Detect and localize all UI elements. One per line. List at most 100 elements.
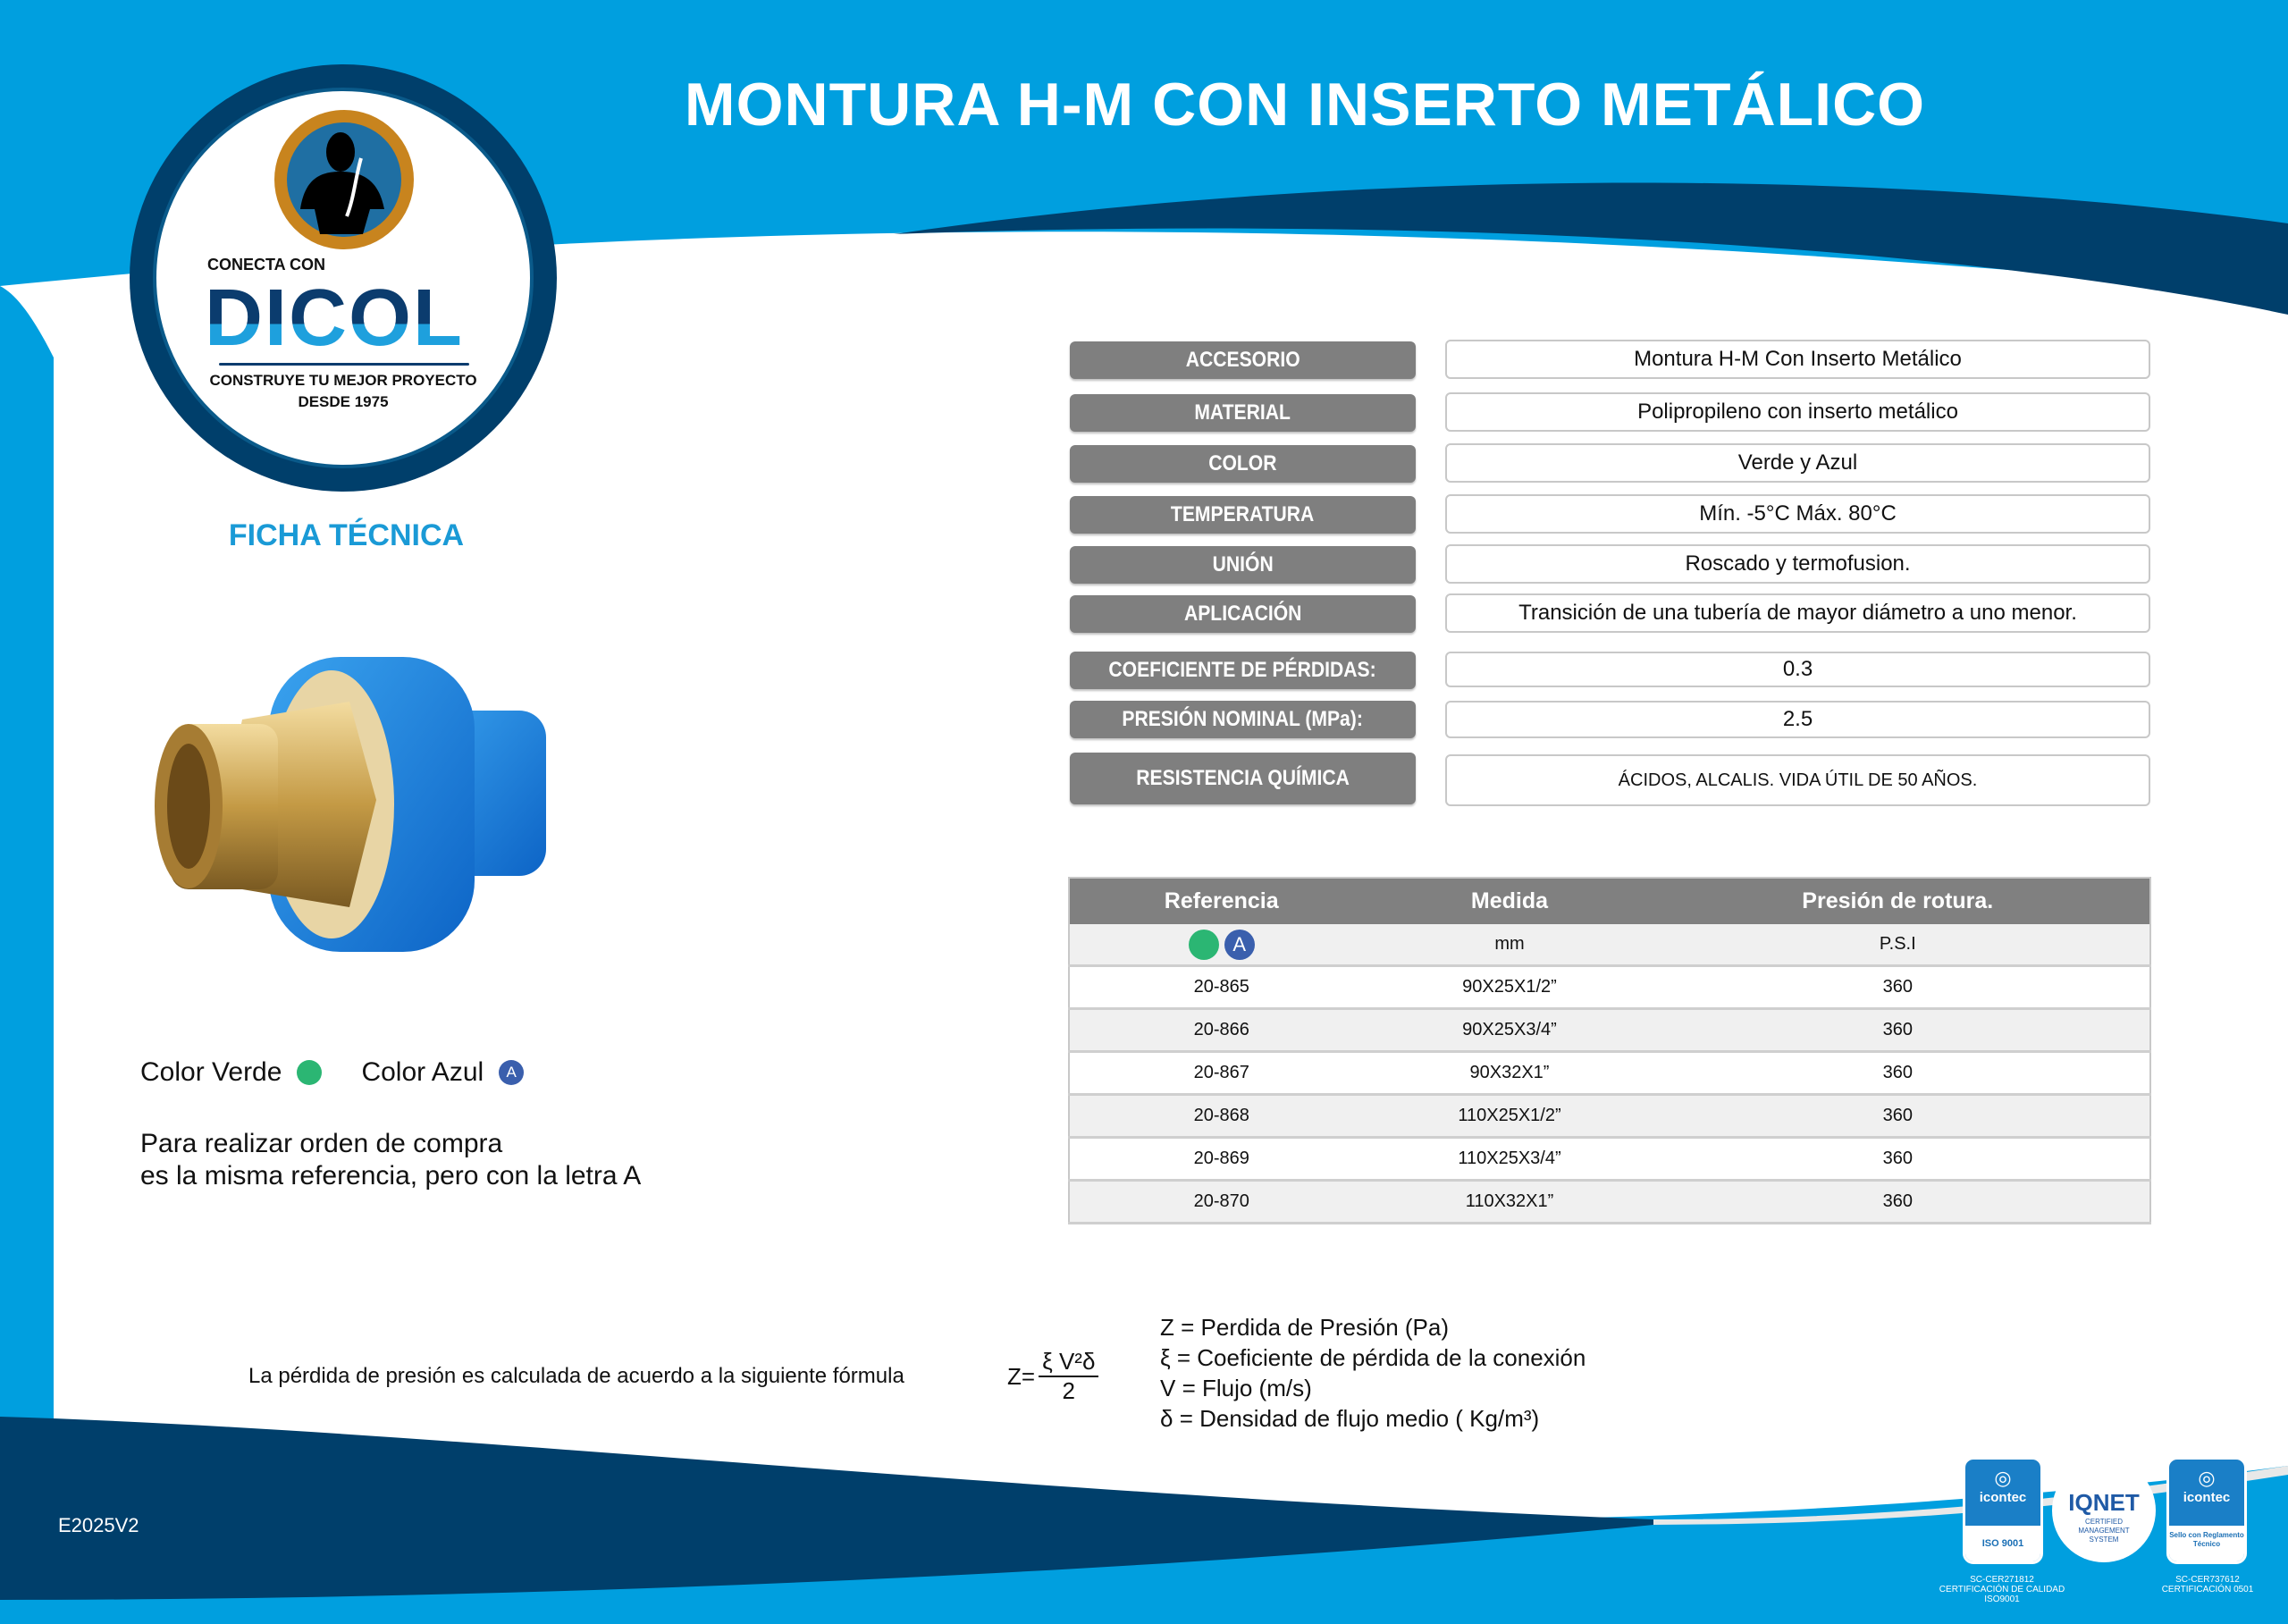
cell-presion: 360 bbox=[1645, 965, 2150, 1010]
green-dot-icon bbox=[297, 1060, 323, 1085]
section-title: FICHA TÉCNICA bbox=[228, 518, 465, 552]
formula: Z= ξ V²δ 2 bbox=[1007, 1348, 1099, 1405]
spec-label-text: ACCESORIO bbox=[1185, 348, 1300, 372]
caption-line: ISO9001 bbox=[1984, 1595, 2020, 1604]
spec-label-text: APLICACIÓN bbox=[1183, 602, 1302, 626]
spec-label-text: COEFICIENTE DE PÉRDIDAS: bbox=[1108, 658, 1377, 682]
spec-label-text: UNIÓN bbox=[1212, 552, 1274, 576]
header-presion: Presión de rotura. bbox=[1645, 878, 2150, 924]
spec-label-text: RESISTENCIA QUÍMICA bbox=[1136, 766, 1350, 790]
caption-line: SC-CER271812 bbox=[1970, 1575, 2034, 1585]
spec-label-coeficiente: COEFICIENTE DE PÉRDIDAS: bbox=[1070, 652, 1416, 689]
spec-label-text: COLOR bbox=[1208, 451, 1277, 475]
spec-label-union: UNIÓN bbox=[1070, 546, 1416, 584]
spec-value-resistencia: ÁCIDOS, ALCALIS. VIDA ÚTIL DE 50 AÑOS. bbox=[1445, 754, 2150, 806]
formula-denominator: 2 bbox=[1062, 1377, 1075, 1404]
logo-tagline-top: CONECTA CON bbox=[207, 256, 325, 273]
iqnet-badge: IQNET CERTIFIED MANAGEMENT SYSTEM bbox=[2052, 1459, 2156, 1562]
iso-caption: SC-CER271812 CERTIFICACIÓN DE CALIDAD IS… bbox=[1935, 1575, 2069, 1604]
product-image bbox=[155, 657, 546, 952]
table-row: 20-867 90X32X1” 360 bbox=[1069, 1051, 2150, 1096]
table-row: 20-869 110X25X3/4” 360 bbox=[1069, 1137, 2150, 1182]
spec-value-accesorio: Montura H-M Con Inserto Metálico bbox=[1445, 340, 2150, 379]
green-color-dot bbox=[1188, 929, 1219, 960]
spec-label-text: PRESIÓN NOMINAL (MPa): bbox=[1122, 707, 1364, 731]
spec-value-temperatura: Mín. -5°C Máx. 80°C bbox=[1445, 494, 2150, 534]
badge-brand: icontec bbox=[2183, 1490, 2231, 1505]
spec-value-aplicacion: Transición de una tubería de mayor diáme… bbox=[1445, 593, 2150, 633]
spec-label-material: MATERIAL bbox=[1070, 394, 1416, 432]
spec-label-aplicacion: APLICACIÓN bbox=[1070, 595, 1416, 633]
formula-lhs: Z= bbox=[1007, 1362, 1036, 1390]
table-row: 20-868 110X25X1/2” 360 bbox=[1069, 1094, 2150, 1139]
cell-presion: 360 bbox=[1645, 1051, 2150, 1096]
blue-a-badge-icon: A bbox=[499, 1060, 525, 1085]
cell-medida: 90X25X3/4” bbox=[1373, 1008, 1646, 1053]
cell-medida: 90X32X1” bbox=[1373, 1051, 1646, 1096]
order-note-line2: es la misma referencia, pero con la letr… bbox=[140, 1161, 642, 1191]
spec-label-text: MATERIAL bbox=[1194, 400, 1291, 425]
header-referencia: Referencia bbox=[1069, 878, 1374, 924]
order-note: Para realizar orden de compra es la mism… bbox=[140, 1128, 641, 1192]
cell-medida: 110X32X1” bbox=[1373, 1180, 1646, 1224]
var-xi: ξ = Coeficiente de pérdida de la conexió… bbox=[1160, 1344, 1586, 1371]
spec-value-union: Roscado y termofusion. bbox=[1445, 544, 2150, 584]
icontec-icon: ◎ bbox=[2198, 1467, 2216, 1489]
spec-label-color: COLOR bbox=[1070, 445, 1416, 483]
caption-line: CERTIFICACIÓN DE CALIDAD bbox=[1939, 1585, 2065, 1595]
var-z: Z = Perdida de Presión (Pa) bbox=[1160, 1314, 1449, 1341]
icontec-reglamento-badge: ◎ icontec Sello con Reglamento Técnico bbox=[2166, 1457, 2247, 1564]
cell-presion: 360 bbox=[1645, 1180, 2150, 1224]
badge-brand: IQNET bbox=[2068, 1489, 2140, 1516]
reglamento-caption: SC-CER737612 CERTIFICACIÓN 0501 bbox=[2145, 1575, 2270, 1595]
document-code: E2025V2 bbox=[58, 1514, 139, 1536]
spec-label-accesorio: ACCESORIO bbox=[1070, 341, 1416, 379]
spec-label-presion-nominal: PRESIÓN NOMINAL (MPa): bbox=[1070, 701, 1416, 738]
cell-medida: 110X25X1/2” bbox=[1373, 1094, 1646, 1139]
caption-line: CERTIFICACIÓN 0501 bbox=[2161, 1585, 2254, 1595]
var-v: V = Flujo (m/s) bbox=[1160, 1375, 1312, 1401]
table-row: 20-870 110X32X1” 360 bbox=[1069, 1180, 2150, 1224]
color-legend: Color Verde Color Azul A bbox=[140, 1057, 526, 1088]
formula-intro: La pérdida de presión es calculada de ac… bbox=[248, 1364, 904, 1388]
cell-ref: 20-870 bbox=[1069, 1180, 1374, 1224]
spec-value-coeficiente: 0.3 bbox=[1445, 652, 2150, 687]
legend-green-label: Color Verde bbox=[140, 1057, 282, 1087]
spec-label-text: TEMPERATURA bbox=[1171, 502, 1315, 526]
var-delta: δ = Densidad de flujo medio ( Kg/m³) bbox=[1160, 1405, 1540, 1432]
cell-ref: 20-865 bbox=[1069, 965, 1374, 1010]
page-title: MONTURA H-M CON INSERTO METÁLICO bbox=[684, 71, 1926, 139]
blue-color-badge: A bbox=[1224, 929, 1255, 960]
cell-presion: 360 bbox=[1645, 1008, 2150, 1053]
icontec-icon: ◎ bbox=[1994, 1467, 2012, 1489]
table-row: 20-866 90X25X3/4” 360 bbox=[1069, 1008, 2150, 1053]
caption-line: SC-CER737612 bbox=[2175, 1575, 2240, 1585]
worker-emblem-icon bbox=[274, 110, 414, 249]
logo-brand: DICOL bbox=[205, 273, 464, 363]
badge-label: Sello con Reglamento Técnico bbox=[2169, 1526, 2244, 1561]
spec-value-material: Polipropileno con inserto metálico bbox=[1445, 392, 2150, 432]
legend-blue-label: Color Azul bbox=[361, 1057, 484, 1087]
spec-label-temperatura: TEMPERATURA bbox=[1070, 496, 1416, 534]
badge-label: ISO 9001 bbox=[1965, 1526, 2040, 1561]
order-note-line1: Para realizar orden de compra bbox=[140, 1129, 503, 1158]
cell-medida: 110X25X3/4” bbox=[1373, 1137, 1646, 1182]
cell-presion: 360 bbox=[1645, 1094, 2150, 1139]
logo-tagline-bottom: CONSTRUYE TU MEJOR PROYECTO bbox=[209, 372, 477, 389]
cell-presion: 360 bbox=[1645, 1137, 2150, 1182]
badge-label: CERTIFIED MANAGEMENT SYSTEM bbox=[2078, 1518, 2130, 1544]
units-row: A mm P.S.I bbox=[1069, 924, 2150, 967]
spec-value-color: Verde y Azul bbox=[1445, 443, 2150, 483]
table-row: 20-865 90X25X1/2” 360 bbox=[1069, 965, 2150, 1010]
unit-presion: P.S.I bbox=[1645, 924, 2150, 967]
formula-variables: Z = Perdida de Presión (Pa) ξ = Coeficie… bbox=[1160, 1312, 1586, 1434]
badge-brand: icontec bbox=[1979, 1490, 2027, 1505]
formula-numerator: ξ V²δ bbox=[1039, 1348, 1099, 1377]
cell-ref: 20-869 bbox=[1069, 1137, 1374, 1182]
cell-ref: 20-868 bbox=[1069, 1094, 1374, 1139]
cell-medida: 90X25X1/2” bbox=[1373, 965, 1646, 1010]
dicol-logo: CONECTA CON DICOL CONSTRUYE TU MEJOR PRO… bbox=[130, 64, 557, 492]
cell-ref: 20-866 bbox=[1069, 1008, 1374, 1053]
cell-ref: 20-867 bbox=[1069, 1051, 1374, 1096]
header-medida: Medida bbox=[1373, 878, 1646, 924]
